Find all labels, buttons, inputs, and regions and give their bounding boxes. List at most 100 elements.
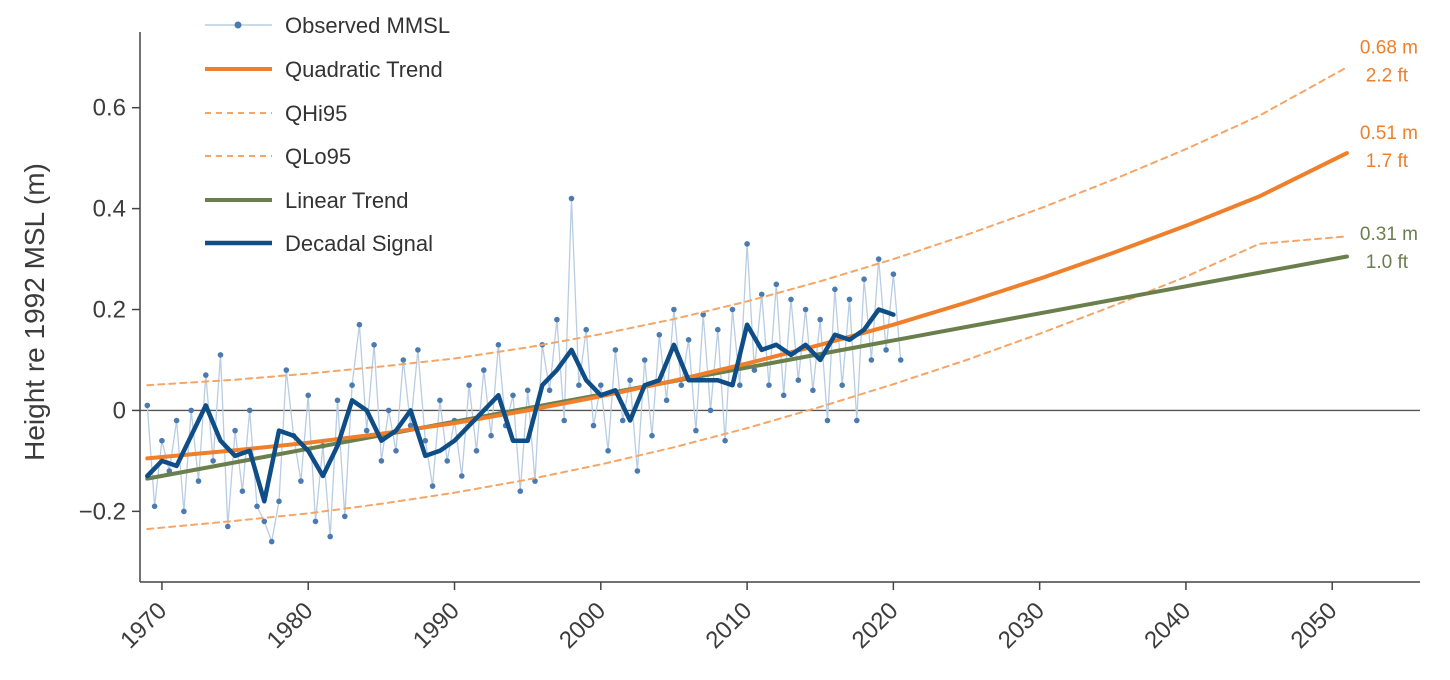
x-tick-label: 2010	[700, 597, 757, 654]
observed-point	[437, 397, 443, 404]
observed-point	[744, 241, 750, 247]
observed-point	[415, 347, 421, 353]
observed-point	[254, 503, 260, 510]
observed-point	[832, 286, 838, 293]
y-tick-label: 0	[113, 397, 126, 424]
observed-point	[195, 478, 202, 484]
observed-point	[363, 427, 370, 434]
observed-point	[510, 392, 516, 399]
x-tick-label: 1990	[408, 597, 465, 654]
legend: Observed MMSL Quadratic Trend QHi95 QLo9…	[205, 13, 450, 256]
legend-label-linear: Linear Trend	[285, 188, 409, 213]
legend-item-observed: Observed MMSL	[205, 13, 450, 38]
observed-point	[707, 407, 714, 414]
observed-point	[232, 427, 238, 434]
observed-point	[846, 296, 853, 303]
observed-point	[532, 478, 538, 484]
observed-point	[568, 195, 575, 202]
observed-point	[488, 432, 494, 439]
observed-point	[429, 483, 436, 489]
observed-point	[780, 392, 787, 399]
observed-point	[356, 321, 363, 328]
observed-point	[400, 357, 407, 363]
observed-point	[773, 281, 780, 288]
y-tick-label: 0.2	[93, 297, 126, 324]
y-tick-label: 0.6	[93, 95, 126, 122]
observed-point	[788, 296, 794, 303]
observed-point	[312, 518, 319, 525]
observed-point	[802, 306, 809, 313]
observed-point	[649, 432, 655, 439]
observed-point	[305, 392, 312, 399]
observed-point	[407, 422, 414, 429]
observed-point	[473, 448, 480, 454]
observed-point	[349, 382, 355, 389]
legend-label-decadal: Decadal Signal	[285, 231, 433, 256]
observed-point	[261, 518, 268, 525]
end-label-metric: 0.51 m	[1360, 123, 1418, 144]
observed-point	[576, 382, 582, 389]
x-tick-label: 2040	[1139, 597, 1196, 654]
observed-point	[897, 357, 904, 363]
observed-point	[225, 523, 231, 530]
observed-point	[554, 316, 560, 323]
y-tick-label: 0.4	[93, 196, 126, 223]
observed-point	[861, 276, 867, 283]
legend-marker-observed	[234, 21, 242, 29]
observed-point	[590, 422, 597, 429]
observed-point	[795, 377, 802, 384]
observed-point	[663, 397, 670, 404]
observed-point	[854, 417, 860, 424]
x-tick-label: 1970	[115, 597, 172, 654]
observed-point	[612, 347, 619, 353]
observed-point	[883, 347, 889, 353]
observed-point	[422, 437, 429, 444]
observed-point	[737, 382, 743, 389]
observed-point	[751, 367, 758, 373]
y-axis-title: Height re 1992 MSL (m)	[19, 163, 50, 461]
observed-point	[671, 306, 677, 313]
observed-point	[327, 533, 334, 540]
observed-point	[546, 387, 553, 394]
observed-point	[173, 417, 180, 424]
x-tick-label: 2000	[554, 597, 611, 654]
observed-point	[890, 271, 897, 278]
end-labels: 0.68 m 2.2 ft 0.51 m 1.7 ft 0.31 m 1.0 ft	[1360, 37, 1418, 273]
legend-item-linear: Linear Trend	[205, 188, 409, 213]
observed-point	[524, 387, 531, 394]
observed-point	[619, 417, 626, 424]
observed-point	[144, 402, 151, 409]
legend-label-quadratic: Quadratic Trend	[285, 57, 443, 82]
observed-point	[371, 342, 377, 348]
observed-point	[159, 437, 165, 444]
series-line-decadal-signal	[145, 307, 896, 504]
observed-point	[246, 407, 253, 414]
observed-point	[342, 513, 348, 520]
observed-point	[188, 407, 194, 414]
observed-point	[627, 377, 633, 384]
observed-point	[634, 468, 641, 474]
legend-item-qhi95: QHi95	[205, 101, 347, 126]
legend-item-qlo95: QLo95	[205, 144, 351, 169]
observed-point	[641, 357, 648, 363]
observed-point	[810, 387, 816, 394]
observed-point	[459, 473, 465, 479]
series-layer	[144, 66, 1349, 545]
observed-point	[693, 427, 699, 434]
observed-point	[517, 488, 524, 495]
observed-point	[210, 458, 216, 464]
observed-point	[598, 382, 604, 389]
end-label-metric: 0.31 m	[1360, 224, 1418, 245]
observed-point	[685, 337, 692, 343]
observed-point	[678, 382, 685, 389]
end-label-imperial: 2.2 ft	[1366, 65, 1409, 86]
observed-point	[181, 508, 187, 515]
observed-point	[875, 256, 882, 262]
end-label-imperial: 1.7 ft	[1366, 151, 1409, 172]
legend-item-quadratic: Quadratic Trend	[205, 57, 443, 82]
observed-point	[766, 382, 772, 389]
observed-point	[378, 458, 385, 464]
observed-point	[444, 458, 451, 464]
observed-point	[203, 372, 209, 378]
observed-point	[839, 382, 845, 389]
